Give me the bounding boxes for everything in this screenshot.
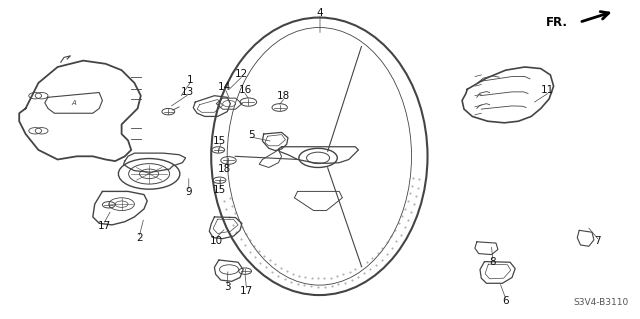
Text: 13: 13	[181, 86, 194, 97]
Text: 11: 11	[541, 85, 554, 95]
Text: 12: 12	[235, 69, 248, 79]
Text: S3V4-B3110: S3V4-B3110	[574, 298, 629, 307]
Text: 18: 18	[277, 91, 290, 101]
Text: 16: 16	[239, 85, 252, 95]
Text: 6: 6	[502, 296, 509, 306]
Text: 14: 14	[218, 82, 231, 92]
Text: 7: 7	[595, 236, 601, 247]
Text: 3: 3	[224, 282, 230, 292]
Text: 18: 18	[218, 164, 230, 174]
Text: 17: 17	[98, 221, 111, 231]
Text: 2: 2	[136, 233, 143, 243]
Text: 5: 5	[248, 130, 255, 140]
Text: 15: 15	[213, 185, 226, 196]
Text: 10: 10	[210, 236, 223, 246]
Text: 9: 9	[186, 187, 192, 197]
Text: 4: 4	[317, 8, 323, 18]
Text: 1: 1	[187, 75, 193, 85]
Text: A: A	[71, 100, 76, 106]
Text: 15: 15	[213, 136, 226, 146]
Text: 8: 8	[490, 256, 496, 267]
Text: 17: 17	[240, 286, 253, 296]
Text: FR.: FR.	[546, 16, 568, 29]
